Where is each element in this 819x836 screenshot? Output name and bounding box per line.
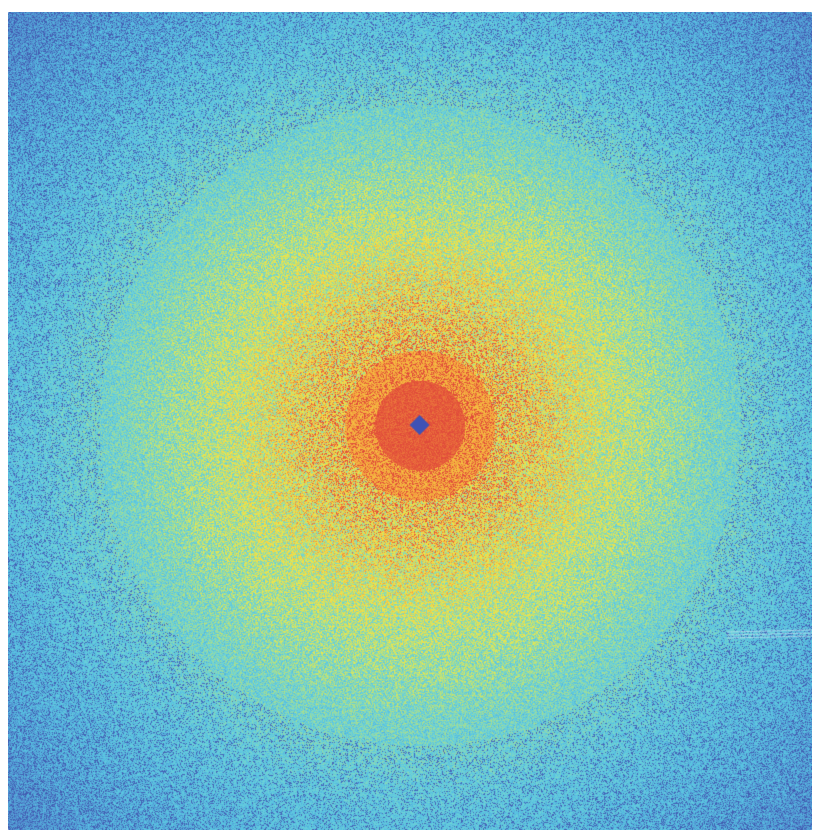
- speckle-image: [8, 12, 812, 830]
- speckle-canvas: [8, 12, 812, 830]
